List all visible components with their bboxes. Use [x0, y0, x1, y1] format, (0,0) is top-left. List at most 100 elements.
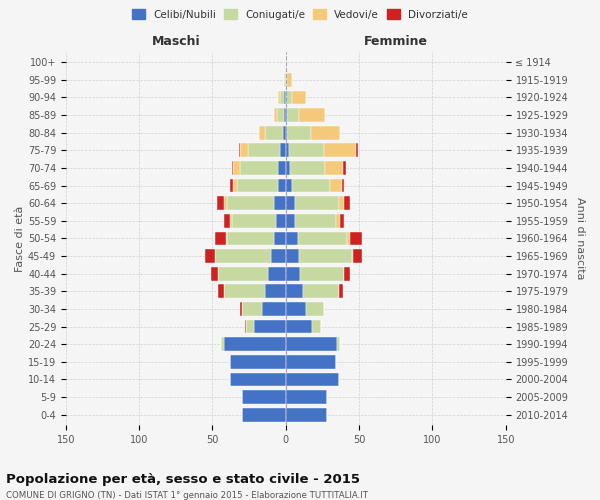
Bar [286, 267, 301, 280]
Bar [338, 284, 343, 298]
Bar [295, 196, 338, 210]
Bar [274, 196, 286, 210]
Bar [217, 196, 224, 210]
Bar [287, 73, 292, 86]
Bar [286, 108, 287, 122]
Bar [241, 302, 242, 316]
Bar [275, 214, 286, 228]
Bar [278, 161, 286, 175]
Bar [286, 284, 304, 298]
Bar [241, 161, 278, 175]
Bar [230, 214, 232, 228]
Text: Femmine: Femmine [364, 35, 428, 48]
Bar [286, 178, 292, 192]
Bar [233, 161, 241, 175]
Bar [292, 178, 330, 192]
Bar [274, 108, 277, 122]
Bar [274, 232, 286, 245]
Bar [265, 284, 286, 298]
Bar [352, 249, 353, 263]
Bar [338, 196, 344, 210]
Bar [246, 320, 254, 334]
Bar [298, 232, 347, 245]
Bar [286, 320, 312, 334]
Bar [353, 249, 362, 263]
Bar [239, 144, 241, 157]
Bar [350, 232, 362, 245]
Bar [262, 302, 286, 316]
Bar [301, 267, 344, 280]
Bar [286, 390, 327, 404]
Bar [286, 372, 338, 386]
Text: Popolazione per età, sesso e stato civile - 2015: Popolazione per età, sesso e stato civil… [6, 472, 360, 486]
Legend: Celibi/Nubili, Coniugati/e, Vedovi/e, Divorziati/e: Celibi/Nubili, Coniugati/e, Vedovi/e, Di… [128, 5, 472, 24]
Bar [232, 161, 233, 175]
Bar [242, 408, 286, 422]
Y-axis label: Fasce di età: Fasce di età [15, 206, 25, 272]
Bar [280, 144, 286, 157]
Bar [286, 56, 287, 69]
Bar [227, 196, 274, 210]
Bar [347, 232, 350, 245]
Bar [286, 232, 298, 245]
Bar [284, 90, 286, 104]
Bar [304, 284, 338, 298]
Bar [277, 108, 284, 122]
Bar [242, 390, 286, 404]
Bar [224, 214, 230, 228]
Bar [290, 161, 325, 175]
Bar [286, 214, 295, 228]
Bar [337, 338, 340, 351]
Bar [218, 267, 268, 280]
Bar [286, 161, 290, 175]
Bar [233, 178, 238, 192]
Bar [215, 249, 271, 263]
Text: Maschi: Maschi [152, 35, 200, 48]
Bar [287, 126, 311, 140]
Bar [286, 126, 287, 140]
Bar [325, 161, 343, 175]
Bar [287, 108, 299, 122]
Bar [278, 90, 280, 104]
Bar [335, 214, 340, 228]
Bar [226, 232, 227, 245]
Bar [278, 178, 286, 192]
Bar [284, 73, 286, 86]
Bar [248, 144, 280, 157]
Y-axis label: Anni di nascita: Anni di nascita [575, 197, 585, 280]
Bar [343, 161, 346, 175]
Bar [230, 372, 286, 386]
Bar [230, 178, 233, 192]
Bar [215, 232, 226, 245]
Bar [286, 196, 295, 210]
Bar [286, 90, 292, 104]
Bar [311, 126, 340, 140]
Bar [221, 338, 224, 351]
Bar [280, 90, 284, 104]
Bar [356, 144, 358, 157]
Bar [344, 267, 350, 280]
Bar [241, 144, 248, 157]
Bar [205, 249, 215, 263]
Bar [211, 267, 218, 280]
Bar [259, 126, 265, 140]
Bar [254, 320, 286, 334]
Bar [286, 338, 337, 351]
Bar [232, 214, 275, 228]
Bar [295, 214, 335, 228]
Bar [245, 320, 246, 334]
Bar [299, 249, 352, 263]
Bar [224, 284, 265, 298]
Bar [271, 249, 286, 263]
Bar [324, 144, 356, 157]
Bar [268, 267, 286, 280]
Bar [292, 90, 307, 104]
Bar [265, 126, 283, 140]
Bar [238, 178, 278, 192]
Bar [341, 178, 344, 192]
Bar [242, 302, 262, 316]
Bar [344, 196, 350, 210]
Bar [286, 408, 327, 422]
Bar [283, 126, 286, 140]
Bar [284, 108, 286, 122]
